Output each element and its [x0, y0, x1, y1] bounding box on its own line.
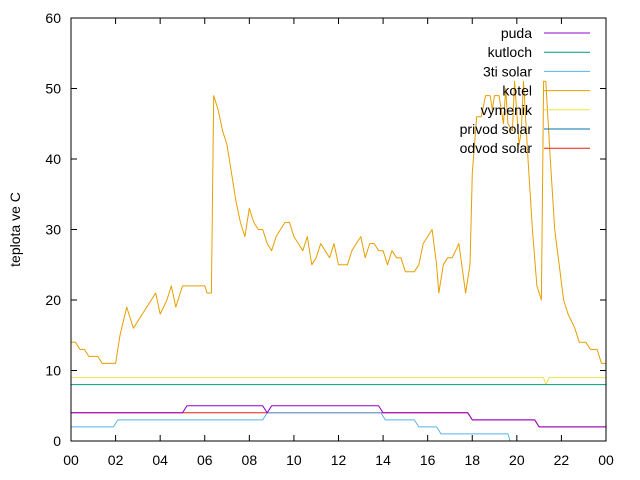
x-tick-label: 14: [375, 452, 391, 468]
y-tick-label: 50: [45, 81, 61, 97]
y-tick-label: 10: [45, 363, 61, 379]
legend-label-vymenik: vymenik: [481, 102, 533, 118]
legend-label-puda: puda: [501, 25, 532, 41]
x-tick-label: 02: [108, 452, 124, 468]
y-tick-label: 20: [45, 292, 61, 308]
y-tick-label: 30: [45, 222, 61, 238]
x-tick-label: 18: [464, 452, 480, 468]
x-tick-label: 20: [509, 452, 525, 468]
legend: puda kutloch 3ti solar kotel vymenik privod s…: [460, 25, 590, 156]
y-tick-label: 40: [45, 151, 61, 167]
x-tick-label: 12: [331, 452, 347, 468]
y-axis-ticks: 0 10 20 30 40 50 60: [45, 10, 606, 449]
y-tick-label: 60: [45, 10, 61, 26]
legend-label-3ti-solar: 3ti solar: [483, 63, 532, 79]
x-tick-label: 10: [286, 452, 302, 468]
x-tick-label: 08: [242, 452, 258, 468]
y-tick-label: 0: [53, 433, 61, 449]
x-tick-label: 00: [63, 452, 79, 468]
series-line-3ti-solar: [71, 412, 511, 442]
x-tick-label: 06: [197, 452, 213, 468]
plot-lines: [71, 80, 606, 442]
legend-label-kutloch: kutloch: [488, 44, 532, 60]
x-tick-label: 22: [554, 452, 570, 468]
x-tick-label: 16: [420, 452, 436, 468]
legend-label-odvod-solar: odvod solar: [460, 140, 533, 156]
legend-label-privod-solar: privod solar: [460, 121, 533, 137]
y-axis-title: teplota ve C: [7, 192, 23, 267]
x-tick-label: 04: [152, 452, 168, 468]
x-tick-label: 00: [598, 452, 614, 468]
legend-label-kotel: kotel: [502, 83, 532, 99]
x-axis-ticks: 00 02 04 06 08 10 12 14 16 18 20 22 00: [63, 18, 614, 468]
series-line-puda: [71, 405, 606, 428]
series-line-kotel: [71, 80, 606, 364]
